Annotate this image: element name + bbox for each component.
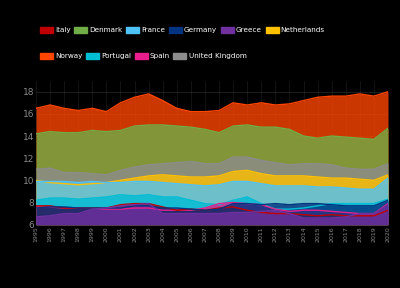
Legend: Norway, Portugal, Spain, United Kingdom: Norway, Portugal, Spain, United Kingdom: [40, 53, 246, 59]
